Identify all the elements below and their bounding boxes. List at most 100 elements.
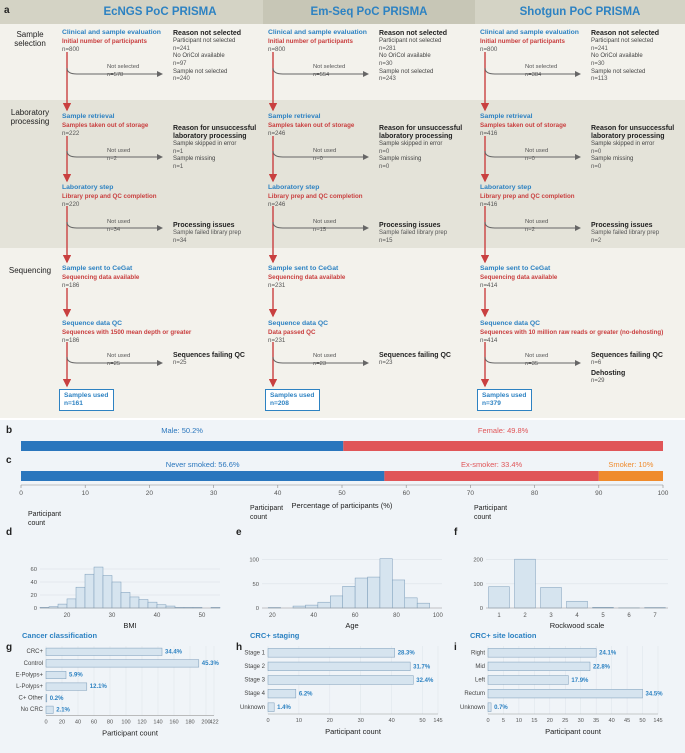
unsuccessful-item: n=1	[173, 148, 184, 155]
hbar-xtick: 160	[169, 720, 178, 726]
hbar-value-label: 5.9%	[69, 673, 83, 679]
retrieval-node: Sample retrieval Samples taken out of st…	[480, 113, 590, 138]
processing-item: Sample failed library prep	[379, 230, 448, 237]
hbar-bar	[45, 647, 163, 656]
unsuccessful-title: Reason for unsuccessful laboratory proce…	[173, 125, 257, 141]
unsuccessful-processing: Reason for unsuccessful laboratory proce…	[173, 125, 267, 172]
hist-bar	[367, 576, 381, 609]
reason-item: Sample not selected	[591, 68, 646, 75]
smoking-tick-label: 70	[467, 490, 475, 497]
hist-bar	[566, 600, 588, 609]
hist-bar	[379, 558, 393, 609]
hbar-xtick: 145	[433, 718, 442, 724]
charts-svg: Male: 50.2% Female: 49.8% Never smoked: 56…	[15, 426, 668, 738]
panel-a-letter: a	[4, 5, 10, 16]
qc-n: n=414	[480, 336, 498, 344]
smoking-bar-label: Never smoked: 56.6%	[166, 460, 240, 469]
samples-used-n: n=379	[482, 400, 501, 408]
hbar-value-label: 2.1%	[56, 707, 70, 713]
hbar-category: E-Polyps+	[15, 672, 43, 678]
flow-arrows	[268, 52, 369, 388]
hist-xtick: 1	[497, 613, 501, 619]
cegat-node: Sample sent to CeGat Sequencing data ava…	[268, 265, 378, 290]
hbar-value-label: 24.1%	[599, 651, 617, 657]
hbar-xtick: 40	[609, 718, 615, 724]
reason-item: n=241	[173, 45, 190, 52]
reason-item: Participant not selected	[173, 38, 236, 45]
hist-bar	[330, 595, 343, 609]
hbar-category: Stage 3	[244, 678, 265, 684]
sex-bar-label: Female: 49.8%	[478, 426, 529, 435]
samples-used-label: Samples used	[482, 392, 527, 399]
hbar-category: L-Polyps+	[16, 684, 43, 690]
hbar-xlabel: Participant count	[545, 727, 602, 736]
not-used-label: Not used n=25	[107, 353, 131, 367]
hbar-value-label: 34.4%	[165, 649, 183, 655]
reason-item: Participant not selected	[379, 38, 442, 45]
lab-step-node: Laboratory step Library prep and QC comp…	[480, 184, 590, 209]
hist-title: count	[28, 520, 45, 527]
processing-issues: Processing issues Sample failed library …	[173, 222, 267, 245]
smoking-bar-segment	[598, 471, 663, 481]
hist-bar	[57, 603, 68, 609]
hbar-bar	[45, 694, 48, 703]
cegat-sub: Sequencing data available	[480, 273, 558, 281]
eval-title: Clinical and sample evaluation	[480, 29, 579, 36]
hbar-xtick: 30	[578, 718, 584, 724]
hbar-xtick: 20	[327, 718, 333, 724]
retrieval-sub: Samples taken out of storage	[268, 121, 355, 129]
retrieval-title: Sample retrieval	[62, 113, 115, 120]
cegat-n: n=186	[62, 281, 80, 289]
flow-arrows	[62, 52, 163, 388]
hbar-xtick: 5	[502, 718, 505, 724]
qc-title: Sequence data QC	[268, 320, 329, 327]
unsuccessful-item: Sample skipped in error	[379, 141, 443, 148]
reason-item: n=281	[379, 45, 396, 52]
header-middle-shade	[263, 0, 475, 24]
qc-sub: Sequences with 10 million raw reads or g…	[480, 328, 664, 336]
eval-title: Clinical and sample evaluation	[62, 29, 161, 36]
unsuccessful-title: Reason for unsuccessful laboratory proce…	[379, 125, 463, 141]
hbar-xtick: 0	[266, 718, 269, 724]
processing-item: n=15	[379, 237, 393, 244]
row-label-lab: Laboratory processing	[10, 108, 50, 127]
column-header: EcNGS PoC PRISMA	[103, 6, 217, 18]
hbar-value-label: 45.3%	[202, 661, 220, 667]
exclusion-arrow	[272, 67, 369, 77]
hbar-title: Cancer classification	[22, 631, 97, 640]
hist-bar	[138, 599, 149, 609]
unsuccessful-item: Sample missing	[379, 156, 422, 163]
reason-item: Sample not selected	[379, 68, 434, 75]
exclusion-arrow	[484, 67, 581, 77]
hbar-xtick: 120	[137, 720, 146, 726]
hbar-xtick: 35	[593, 718, 599, 724]
panel-e-letter: e	[236, 527, 242, 538]
hbar-xtick: 40	[389, 718, 395, 724]
hbar-xtick: 20	[547, 718, 553, 724]
hist-xtick: 3	[549, 613, 553, 619]
unsuccessful-item: n=0	[591, 164, 602, 171]
hist-bar	[342, 586, 356, 609]
reason-item: No OriCol available	[379, 53, 431, 60]
hbar-xtick: 0	[486, 718, 489, 724]
samples-used-box: Samples used n=379	[477, 389, 532, 412]
qc-node: Sequence data QC Sequences with 10 milli…	[480, 320, 682, 345]
not-used-label: Not used n=2	[525, 219, 549, 233]
hbar-value-label: 0.2%	[50, 696, 64, 702]
hbar-title: CRC+ site location	[470, 631, 537, 640]
reason-title: Reason not selected	[173, 30, 242, 37]
hbar-value-label: 32.4%	[416, 678, 434, 684]
exclusion-arrow	[272, 150, 369, 160]
lab-step-node: Laboratory step Library prep and QC comp…	[268, 184, 378, 209]
hbar-xtick: 25	[562, 718, 568, 724]
reason-item: n=30	[379, 61, 393, 68]
sex-bar-label: Male: 50.2%	[161, 426, 203, 435]
hist-bar	[317, 601, 331, 609]
panel-b-letter: b	[6, 425, 13, 436]
smoking-bar-segment	[21, 471, 385, 481]
exclusion-arrow	[272, 356, 369, 366]
lab-step-title: Laboratory step	[480, 184, 532, 191]
not-selected-label: Not selected n=554	[313, 64, 346, 78]
samples-used-label: Samples used	[64, 392, 109, 399]
smoking-tick-label: 20	[146, 490, 154, 497]
